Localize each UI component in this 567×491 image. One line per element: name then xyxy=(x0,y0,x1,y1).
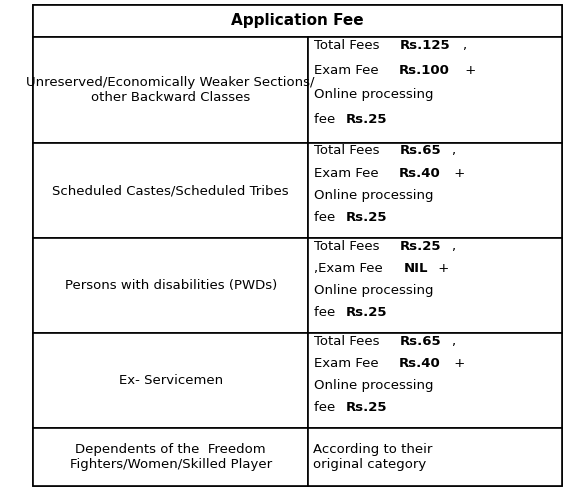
Text: ,: , xyxy=(451,240,455,252)
Text: Total Fees: Total Fees xyxy=(315,144,384,158)
Text: Ex- Servicemen: Ex- Servicemen xyxy=(119,375,223,387)
FancyBboxPatch shape xyxy=(33,238,308,333)
FancyBboxPatch shape xyxy=(33,143,308,238)
Text: +: + xyxy=(450,166,466,180)
Text: Exam Fee: Exam Fee xyxy=(315,166,383,180)
FancyBboxPatch shape xyxy=(33,5,561,486)
FancyBboxPatch shape xyxy=(308,37,561,143)
FancyBboxPatch shape xyxy=(33,37,308,143)
FancyBboxPatch shape xyxy=(308,143,561,238)
Text: +: + xyxy=(462,63,477,77)
Text: fee: fee xyxy=(315,401,340,414)
Text: Dependents of the  Freedom
Fighters/Women/Skilled Player: Dependents of the Freedom Fighters/Women… xyxy=(70,443,272,471)
Text: fee: fee xyxy=(315,113,340,126)
FancyBboxPatch shape xyxy=(308,333,561,429)
Text: Exam Fee: Exam Fee xyxy=(315,63,383,77)
Text: Rs.25: Rs.25 xyxy=(346,211,387,224)
Text: Rs.25: Rs.25 xyxy=(400,240,442,252)
Text: Rs.125: Rs.125 xyxy=(400,39,451,52)
Text: fee: fee xyxy=(315,306,340,319)
Text: +: + xyxy=(434,262,450,274)
Text: ,: , xyxy=(451,144,455,158)
Text: Online processing: Online processing xyxy=(315,379,434,392)
Text: Unreserved/Economically Weaker Sections/
other Backward Classes: Unreserved/Economically Weaker Sections/… xyxy=(27,76,315,104)
Text: Online processing: Online processing xyxy=(315,88,434,101)
Text: Total Fees: Total Fees xyxy=(315,39,384,52)
Text: Online processing: Online processing xyxy=(315,284,434,297)
Text: Total Fees: Total Fees xyxy=(315,335,384,348)
Text: ,Exam Fee: ,Exam Fee xyxy=(315,262,387,274)
Text: Rs.100: Rs.100 xyxy=(399,63,450,77)
Text: Application Fee: Application Fee xyxy=(231,13,364,28)
Text: fee: fee xyxy=(315,211,340,224)
Text: ,: , xyxy=(462,39,466,52)
Text: Online processing: Online processing xyxy=(315,189,434,202)
Text: Exam Fee: Exam Fee xyxy=(315,357,383,370)
Text: According to their
original category: According to their original category xyxy=(314,443,433,471)
FancyBboxPatch shape xyxy=(33,333,308,429)
Text: ,: , xyxy=(451,335,455,348)
Text: Persons with disabilities (PWDs): Persons with disabilities (PWDs) xyxy=(65,279,277,292)
Text: Scheduled Castes/Scheduled Tribes: Scheduled Castes/Scheduled Tribes xyxy=(52,184,289,197)
Text: NIL: NIL xyxy=(404,262,429,274)
FancyBboxPatch shape xyxy=(308,238,561,333)
FancyBboxPatch shape xyxy=(308,429,561,486)
Text: +: + xyxy=(450,357,466,370)
Text: Rs.25: Rs.25 xyxy=(346,401,387,414)
FancyBboxPatch shape xyxy=(33,429,308,486)
Text: Rs.40: Rs.40 xyxy=(399,166,441,180)
Text: Total Fees: Total Fees xyxy=(315,240,384,252)
FancyBboxPatch shape xyxy=(33,5,561,37)
Text: Rs.65: Rs.65 xyxy=(400,335,442,348)
Text: Rs.25: Rs.25 xyxy=(346,306,387,319)
Text: Rs.65: Rs.65 xyxy=(400,144,442,158)
Text: Rs.40: Rs.40 xyxy=(399,357,441,370)
Text: Rs.25: Rs.25 xyxy=(346,113,387,126)
